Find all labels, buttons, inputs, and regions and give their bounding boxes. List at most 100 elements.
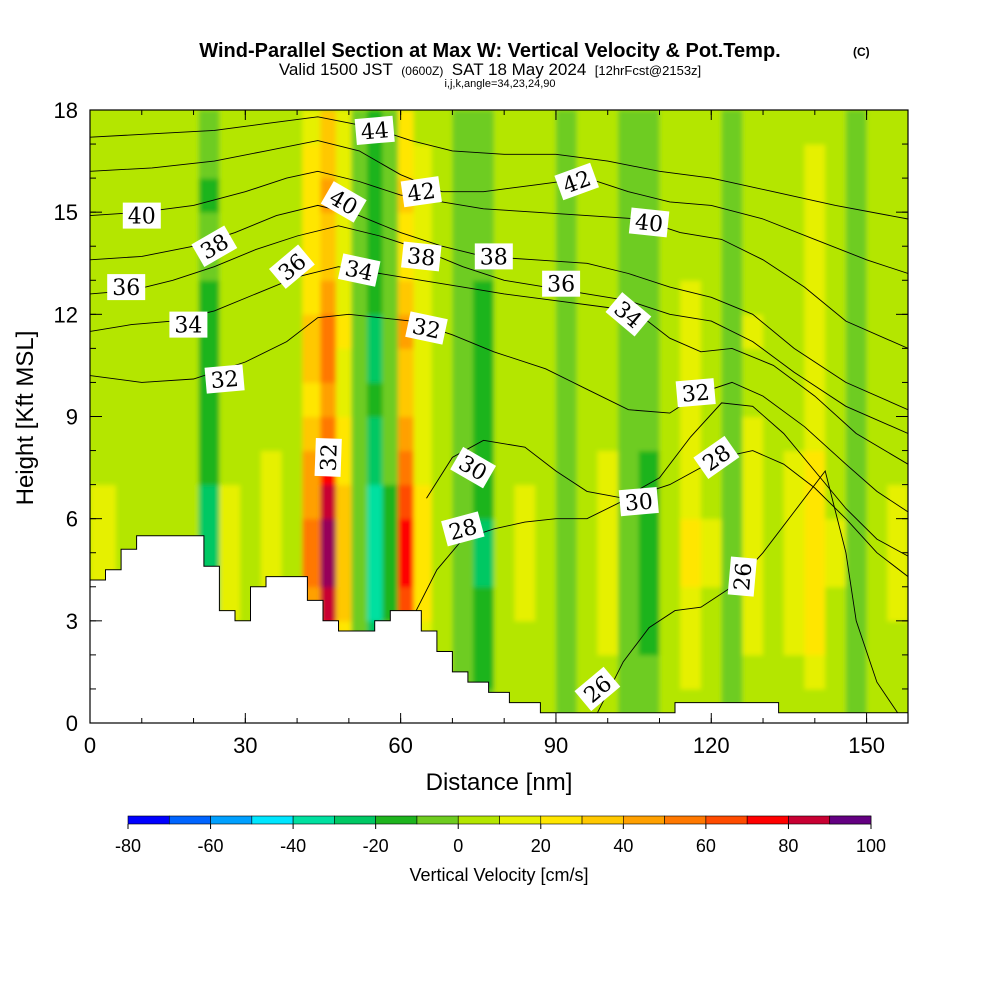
w-cell <box>742 314 764 349</box>
w-cell <box>366 416 384 452</box>
w-cell <box>382 348 399 383</box>
w-cell <box>700 110 723 145</box>
w-cell <box>281 484 303 520</box>
w-cell <box>638 518 660 554</box>
w-cell <box>659 620 681 656</box>
theta-contour-44 <box>90 116 908 220</box>
w-cell <box>721 280 743 315</box>
colorbar-swatch <box>705 815 748 825</box>
y-tick-label: 9 <box>66 405 78 430</box>
colorbar-swatch <box>292 815 335 825</box>
w-cell <box>618 620 640 656</box>
w-cell <box>514 450 536 486</box>
w-cell <box>514 382 536 417</box>
w-cell <box>335 314 352 349</box>
contour-label-38: 38 <box>401 241 442 272</box>
w-cell <box>281 348 303 383</box>
w-cell <box>240 314 262 349</box>
w-cell <box>473 178 495 213</box>
contour-label-44: 44 <box>354 115 395 146</box>
w-cell <box>680 620 702 656</box>
w-cell <box>638 382 660 417</box>
w-cell <box>115 450 138 486</box>
w-cell <box>866 110 888 145</box>
colorbar-tick-label: 100 <box>856 836 886 856</box>
w-cell <box>680 212 702 247</box>
contour-label-text: 40 <box>128 205 156 230</box>
w-cell <box>555 110 578 145</box>
w-cell <box>763 654 785 690</box>
w-cell <box>597 212 619 247</box>
w-cell <box>219 518 241 554</box>
w-cell <box>825 246 847 281</box>
w-cell <box>804 484 826 520</box>
w-cell <box>618 586 640 622</box>
w-cell <box>721 586 743 622</box>
w-cell <box>783 212 805 247</box>
subtitle-valid: Valid 1500 JST <box>279 60 393 79</box>
w-cell <box>366 144 384 179</box>
w-cell <box>887 110 908 145</box>
w-cell <box>260 348 283 383</box>
w-cell <box>535 450 557 486</box>
colorbar-swatch <box>581 815 624 825</box>
w-cell <box>281 518 303 554</box>
w-cell <box>804 382 826 417</box>
w-cell <box>493 280 516 315</box>
w-cell <box>659 518 681 554</box>
w-cell <box>335 212 352 247</box>
contour-label-text: 36 <box>547 273 575 298</box>
w-cell <box>845 314 868 349</box>
contour-label-text: 34 <box>343 256 376 286</box>
colorbar-swatch <box>334 815 376 825</box>
w-cell <box>680 518 702 554</box>
contour-label-text: 32 <box>410 314 443 344</box>
y-tick-label: 12 <box>54 302 78 327</box>
w-cell <box>555 314 578 349</box>
w-cell <box>555 552 578 588</box>
w-cell <box>115 314 138 349</box>
w-cell <box>493 620 516 656</box>
w-cell <box>576 280 598 315</box>
colorbar-swatch <box>210 815 253 825</box>
contour-label-32: 32 <box>675 378 716 408</box>
w-cell <box>366 450 384 486</box>
w-cell <box>680 314 702 349</box>
w-cell <box>398 450 415 486</box>
w-cell <box>302 314 321 349</box>
w-cell <box>413 110 433 145</box>
w-cell <box>576 484 598 520</box>
w-cell <box>825 552 847 588</box>
w-cell <box>763 620 785 656</box>
w-cell <box>320 382 337 417</box>
w-cell <box>157 416 179 452</box>
w-cell <box>90 314 117 349</box>
w-cell <box>597 552 619 588</box>
w-cell <box>783 178 805 213</box>
colorbar-swatch <box>168 815 211 825</box>
w-cell <box>576 518 598 554</box>
w-cell <box>320 280 337 315</box>
w-cell <box>281 382 303 417</box>
w-cell <box>638 416 660 452</box>
w-cell <box>721 620 743 656</box>
w-cell <box>514 212 536 247</box>
w-cell <box>514 416 536 452</box>
w-cell <box>887 280 908 315</box>
w-cell <box>366 382 384 417</box>
w-cell <box>845 212 868 247</box>
w-cell <box>804 586 826 622</box>
w-cell <box>281 144 303 179</box>
w-cell <box>473 110 495 145</box>
w-cell <box>535 382 557 417</box>
w-cell <box>659 144 681 179</box>
w-cell <box>700 654 723 690</box>
w-cell <box>219 552 241 588</box>
w-cell <box>281 280 303 315</box>
w-cell <box>351 484 368 520</box>
w-cell <box>721 110 743 145</box>
w-cell <box>825 348 847 383</box>
w-cell <box>398 144 415 179</box>
w-cell <box>742 484 764 520</box>
